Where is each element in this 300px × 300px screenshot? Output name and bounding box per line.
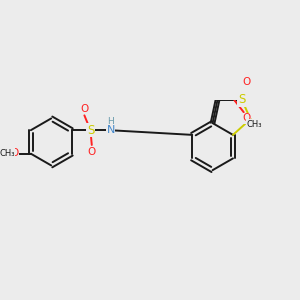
Text: N: N: [106, 125, 115, 135]
Text: H: H: [107, 117, 114, 126]
Text: O: O: [80, 104, 88, 114]
Text: O: O: [10, 148, 19, 158]
Text: CH₃: CH₃: [246, 120, 262, 129]
Text: O: O: [242, 77, 250, 87]
Text: O: O: [88, 147, 96, 157]
Text: S: S: [238, 93, 245, 106]
Text: CH₃: CH₃: [0, 148, 15, 158]
Text: S: S: [87, 124, 94, 137]
Text: O: O: [242, 113, 250, 123]
